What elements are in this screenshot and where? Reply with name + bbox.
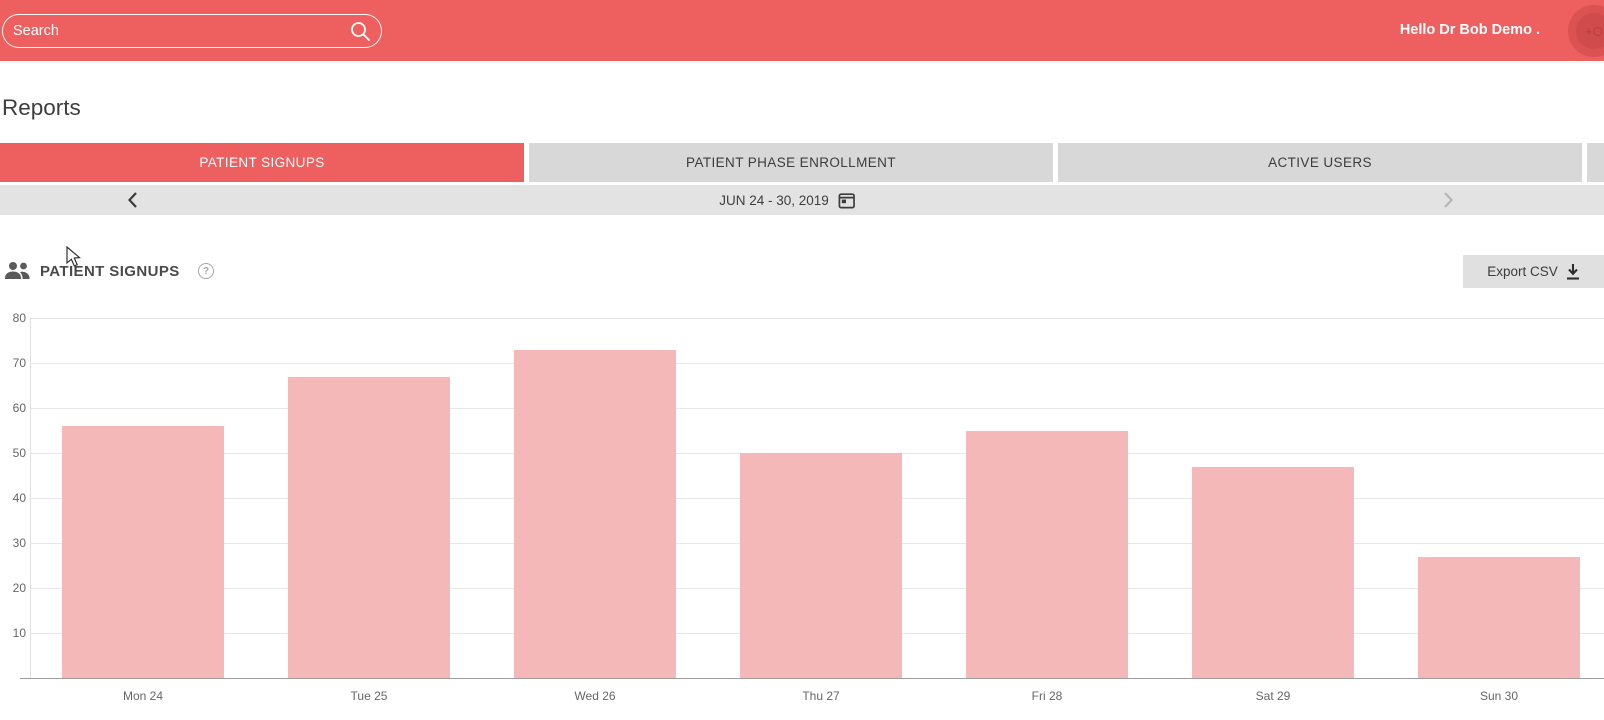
export-csv-button[interactable]: Export CSV [1463,255,1604,288]
search-box[interactable] [2,14,382,48]
date-nav-bar: JUN 24 - 30, 2019 [0,185,1604,215]
x-tick-label: Sun 30 [1479,689,1519,703]
report-tabs: PATIENT SIGNUPS PATIENT PHASE ENROLLMENT A… [0,143,1604,182]
tab-patient-signups[interactable]: PATIENT SIGNUPS [0,143,524,182]
y-tick-label: 10 [12,626,26,640]
x-tick-label: Tue 25 [350,689,388,703]
tab-overflow-sliver [1587,143,1604,182]
section-title: PATIENT SIGNUPS [40,263,180,280]
search-icon[interactable] [348,19,372,43]
y-axis-line [30,318,31,678]
bar-mon-24 [62,426,224,678]
patient-signups-chart: 10 20 30 40 50 60 70 80 Mon 24 Tue 25 Wed 26 Thu 27… [0,297,1604,720]
bar-sat-29 [1192,466,1354,678]
next-week-button[interactable] [1431,185,1465,215]
x-tick-label: Fri 28 [1031,689,1063,703]
date-range-control[interactable]: JUN 24 - 30, 2019 [719,185,855,215]
chevron-left-icon [127,192,137,208]
tab-active-users[interactable]: ACTIVE USERS [1058,143,1582,182]
date-range-label: JUN 24 - 30, 2019 [719,192,829,208]
y-tick-label: 70 [12,356,26,370]
bar-tue-25 [288,376,450,678]
y-tick-label: 60 [12,401,26,415]
y-gridline [30,408,1604,409]
x-tick-label: Mon 24 [122,689,164,703]
bar-thu-27 [740,453,902,678]
y-tick-label: 50 [12,446,26,460]
app-header: Hello Dr Bob Demo . +O [0,0,1604,61]
x-axis-line [20,678,1604,679]
tab-patient-phase-enrollment[interactable]: PATIENT PHASE ENROLLMENT [529,143,1053,182]
y-gridline [30,363,1604,364]
x-tick-label: Sat 29 [1255,689,1291,703]
avatar[interactable]: +O [1568,5,1604,57]
x-tick-label: Thu 27 [802,689,840,703]
avatar-glyph: +O [1576,13,1604,49]
x-tick-label: Wed 26 [574,689,616,703]
help-icon[interactable]: ? [198,263,214,279]
y-tick-label: 80 [12,311,26,325]
bar-wed-26 [514,349,676,678]
calendar-icon[interactable] [838,192,855,209]
page-title: Reports [2,95,81,120]
people-icon [5,262,30,279]
prev-week-button[interactable] [115,185,149,215]
search-input[interactable] [3,23,348,39]
y-gridline [30,318,1604,319]
y-tick-label: 30 [12,536,26,550]
download-icon [1566,263,1579,280]
y-tick-label: 20 [12,581,26,595]
y-tick-label: 40 [12,491,26,505]
user-greeting: Hello Dr Bob Demo . [1399,22,1540,38]
bar-fri-28 [966,430,1128,678]
bar-sun-30 [1418,556,1580,678]
export-csv-label: Export CSV [1487,264,1558,279]
chevron-right-icon [1443,192,1453,208]
